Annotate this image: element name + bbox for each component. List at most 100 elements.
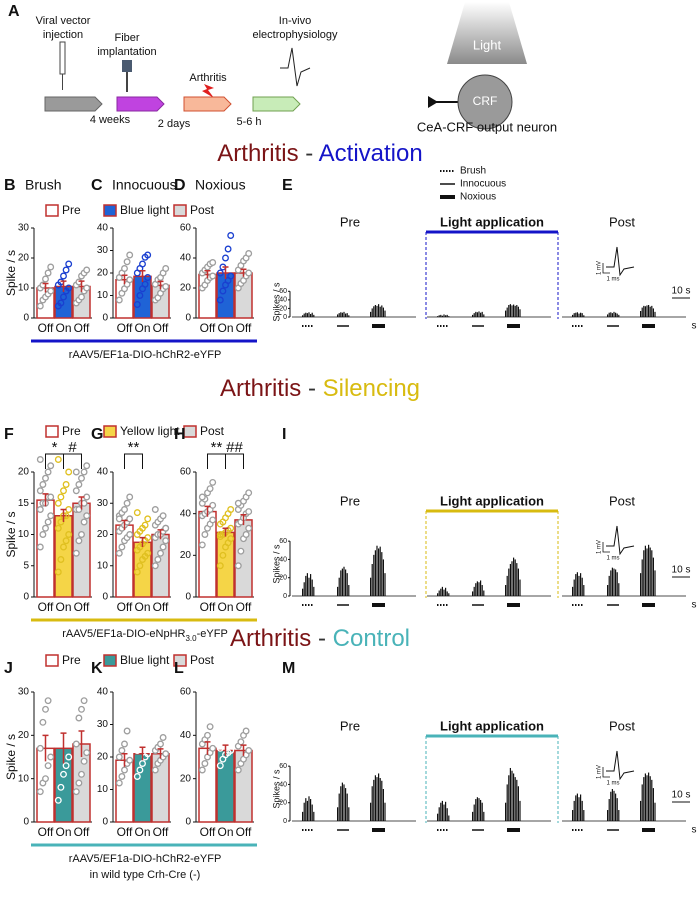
y-tick-label: 60	[180, 687, 192, 698]
spike-bin	[611, 567, 613, 596]
condition-label: Post	[609, 214, 635, 229]
title-part: Arthritis	[217, 140, 298, 167]
spike-bin	[618, 583, 620, 596]
spike-bin	[303, 802, 305, 821]
spike-bin	[348, 585, 350, 596]
error-bar	[204, 741, 211, 755]
spike-bin	[508, 305, 510, 317]
spike-bin	[649, 306, 651, 317]
significance-label: **	[128, 439, 140, 456]
error-bar	[157, 529, 164, 540]
data-point	[75, 537, 83, 545]
spike-bin	[305, 575, 307, 596]
data-point	[57, 493, 65, 501]
interval-label: 4 weeks	[90, 114, 131, 126]
spike-bin	[581, 577, 583, 596]
neuron-body	[457, 74, 513, 130]
error-bar	[240, 744, 247, 756]
spike-bin	[513, 304, 515, 317]
spike-bin	[376, 305, 378, 317]
data-point	[54, 456, 62, 463]
spike-bin	[613, 790, 615, 821]
data-point	[159, 512, 167, 520]
title-part: -	[301, 375, 322, 402]
spike-bin	[575, 795, 577, 821]
legend-swatch	[103, 425, 117, 438]
panel-letter: G	[91, 426, 103, 443]
spike-bin	[517, 306, 519, 317]
y-tick-label: 10	[97, 784, 109, 795]
data-point	[65, 260, 73, 268]
error-bar	[121, 753, 128, 767]
significance-label: ##	[226, 439, 243, 456]
y-tick-label: 10	[97, 560, 109, 571]
data-point	[42, 775, 49, 783]
spike-bin	[578, 575, 580, 596]
y-tick-label: 0	[185, 817, 191, 828]
data-point	[80, 757, 88, 765]
spike-bin	[509, 304, 511, 317]
spike-bin	[505, 585, 507, 596]
legend-swatch	[173, 654, 187, 667]
section-title: Arthritis - Activation	[217, 140, 422, 167]
spike-bin	[310, 799, 312, 821]
legend-label: Post	[190, 653, 215, 667]
data-point	[42, 524, 49, 532]
spike-bin	[337, 314, 339, 317]
x-tick-label: On	[217, 321, 233, 335]
spike-waveform	[606, 750, 635, 781]
legend-swatch	[45, 654, 59, 667]
y-tick-label: 60	[180, 223, 192, 234]
panel-letter: F	[4, 426, 14, 443]
y-tick-label: 40	[180, 508, 192, 519]
y-tick-label: 40	[279, 297, 287, 304]
step-label: implantation	[97, 46, 156, 58]
spike-bin	[572, 586, 574, 596]
y-axis-label: Spikes / s	[271, 769, 281, 809]
spike-bin	[615, 312, 617, 317]
spike-bin	[338, 793, 340, 821]
spike-bin	[641, 559, 643, 596]
spike-bin	[437, 593, 439, 596]
y-tick-label: 15	[18, 498, 30, 509]
x-tick-label: Off	[236, 600, 252, 614]
x-tick-label: On	[55, 600, 71, 614]
data-point	[80, 697, 88, 705]
spike-bin	[573, 579, 575, 596]
error-bar	[157, 748, 164, 759]
data-point	[162, 524, 170, 532]
data-point	[78, 293, 85, 301]
data-point	[144, 274, 152, 281]
data-point	[36, 506, 44, 513]
spike-bin	[308, 312, 310, 317]
spike-bin	[438, 807, 440, 821]
spike-bin	[313, 314, 315, 317]
time-scale-label: 10 s	[672, 565, 691, 576]
data-point	[54, 740, 62, 748]
data-point	[224, 731, 232, 739]
error-bar	[139, 270, 146, 282]
spike-bin	[640, 573, 642, 596]
spike-bin	[384, 802, 386, 821]
spike-bin	[519, 309, 521, 317]
y-tick-label: 60	[180, 467, 192, 478]
data-point	[57, 299, 65, 307]
y-tick-label: 40	[97, 223, 109, 234]
data-point	[162, 537, 170, 545]
data-point	[42, 705, 49, 713]
panel-letter: K	[91, 660, 103, 677]
data-point	[151, 562, 159, 570]
legend-label: Blue light	[120, 653, 170, 667]
spike-bin	[446, 591, 448, 596]
data-point	[62, 537, 70, 545]
data-point	[245, 508, 253, 516]
x-tick-label: Off	[117, 825, 133, 839]
spike-bin	[519, 800, 521, 821]
spike-bin	[481, 311, 483, 317]
spike-bin	[381, 305, 383, 317]
data-point	[216, 531, 224, 538]
spike-bin	[348, 315, 350, 317]
data-point	[60, 543, 67, 551]
spike-bin	[513, 557, 515, 596]
data-point	[54, 568, 62, 576]
